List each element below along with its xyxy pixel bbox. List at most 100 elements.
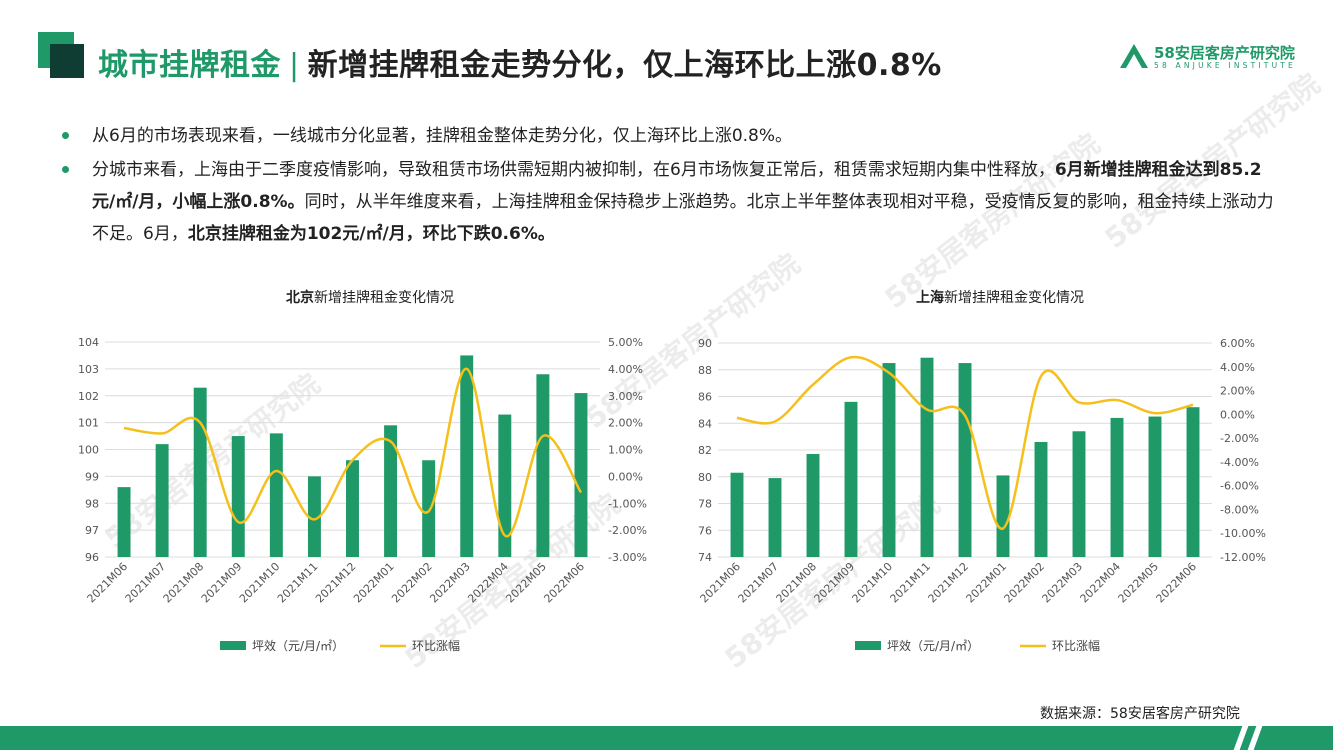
logo-text-en: 58 ANJUKE INSTITUTE [1154, 61, 1296, 70]
growth-line [123, 367, 583, 538]
legend-bar-label: 坪效（元/月/㎡） [887, 638, 979, 653]
bullet-item: 分城市来看，上海由于二季度疫情影响，导致租赁市场供需短期内被抑制，在6月市场恢复… [62, 154, 1282, 250]
bar [1072, 431, 1086, 557]
logo-text-cn: 58安居客房产研究院 [1154, 44, 1295, 62]
bar [806, 454, 820, 557]
y-right-tick-label: -3.00% [608, 551, 647, 564]
y-right-tick-label: 0.00% [608, 470, 643, 483]
chart-title-text: 新增挂牌租金变化情况 [944, 290, 1084, 306]
bullet-dot [62, 166, 69, 173]
y-left-tick-label: 104 [78, 336, 99, 349]
legend-line-label: 环比涨幅 [412, 638, 460, 653]
x-tick-label: 2021M09 [199, 560, 245, 606]
y-right-tick-label: 3.00% [608, 390, 643, 403]
bar [231, 436, 245, 557]
bar [498, 414, 512, 557]
legend-line-label: 环比涨幅 [1052, 638, 1100, 653]
growth-line [736, 355, 1194, 530]
x-tick-label: 2021M08 [774, 560, 820, 606]
x-tick-label: 2022M04 [465, 560, 511, 606]
corner-decoration-dark [50, 44, 84, 78]
data-source: 数据来源：58安居客房产研究院 [1040, 706, 1240, 722]
bar [996, 475, 1010, 557]
bullet-text: 从6月的市场表现来看，一线城市分化显著，挂牌租金整体走势分化，仅上海环比上涨0.… [92, 126, 793, 146]
y-right-tick-label: 4.00% [608, 363, 643, 376]
y-right-tick-label: -4.00% [1220, 456, 1259, 469]
bar [422, 460, 436, 557]
y-left-tick-label: 101 [78, 417, 99, 430]
bullet-highlight: 6月新增挂牌租金达到85.2元/㎡/月，小幅上涨0.8%。 [92, 160, 1262, 212]
x-tick-label: 2021M07 [123, 560, 169, 606]
y-right-tick-label: 6.00% [1220, 337, 1255, 350]
bar [346, 460, 359, 557]
y-left-tick-label: 97 [85, 524, 99, 537]
x-tick-label: 2021M11 [888, 560, 934, 606]
y-right-tick-label: 0.00% [1220, 408, 1255, 421]
bar [920, 357, 934, 557]
chart-title-text: 新增挂牌租金变化情况 [314, 290, 454, 306]
bar [768, 478, 782, 557]
y-right-tick-label: -2.00% [608, 524, 647, 537]
x-tick-label: 2021M07 [736, 560, 782, 606]
bullet-text: 同时，从半年维度来看，上海挂牌租金保持稳步上涨趋势。北京上半年整体表现相对平稳，… [92, 192, 1274, 244]
x-tick-label: 2022M01 [964, 560, 1010, 606]
beijing-rent-chart: 96 97 98 99 100 101 102 103 104 -3.00% -2.00% -1.00… [78, 336, 647, 653]
bar [155, 444, 169, 557]
bar [1034, 441, 1048, 557]
y-right-tick-label: -1.00% [608, 497, 647, 510]
bullet-highlight: 北京挂牌租金为102元/㎡/月，环比下跌0.6%。 [187, 224, 555, 244]
bar [460, 355, 474, 557]
y-left-tick-label: 99 [85, 470, 99, 483]
chart-title-city: 北京 [286, 290, 314, 306]
y-right-tick-label: -2.00% [1220, 432, 1259, 445]
x-tick-label: 2022M06 [541, 560, 587, 606]
bullet-dot [62, 132, 69, 139]
x-tick-label: 2021M11 [275, 560, 321, 606]
legend-bar-swatch [855, 641, 881, 650]
bar [730, 472, 744, 557]
footer-bar [0, 726, 1333, 750]
legend-bar-label: 坪效（元/月/㎡） [252, 638, 344, 653]
x-tick-label: 2022M05 [503, 560, 549, 606]
y-left-tick-label: 103 [78, 363, 99, 376]
y-left-tick-label: 82 [698, 444, 712, 457]
y-right-tick-label: 2.00% [608, 417, 643, 430]
y-right-tick-label: -12.00% [1220, 551, 1266, 564]
title-main: 城市挂牌租金 [98, 48, 281, 83]
bar [536, 374, 550, 557]
x-tick-label: 2021M10 [237, 560, 283, 606]
x-tick-label: 2022M04 [1078, 560, 1124, 606]
y-left-tick-label: 80 [698, 471, 712, 484]
bar [574, 393, 588, 557]
y-left-tick-label: 78 [698, 498, 712, 511]
bar [1186, 407, 1200, 557]
bar [1148, 416, 1162, 557]
x-tick-label: 2022M05 [1116, 560, 1162, 606]
y-right-tick-label: -8.00% [1220, 503, 1259, 516]
bullet-item: 从6月的市场表现来看，一线城市分化显著，挂牌租金整体走势分化，仅上海环比上涨0.… [62, 120, 1282, 152]
y-left-tick-label: 102 [78, 390, 99, 403]
x-tick-label: 2022M02 [1002, 560, 1048, 606]
x-tick-label: 2022M06 [1154, 560, 1200, 606]
chart-title-beijing: 北京新增挂牌租金变化情况 [230, 287, 510, 307]
bar [193, 387, 207, 557]
x-tick-label: 2021M09 [812, 560, 858, 606]
bar [844, 401, 858, 557]
y-left-tick-label: 100 [78, 444, 99, 457]
bar [384, 425, 398, 557]
logo: 58安居客房产研究院 58 ANJUKE INSTITUTE [1118, 42, 1308, 72]
bar [117, 487, 131, 557]
x-tick-label: 2022M02 [389, 560, 435, 606]
y-left-tick-label: 86 [698, 391, 712, 404]
y-left-tick-label: 76 [698, 524, 712, 537]
bar [307, 476, 321, 557]
y-left-tick-label: 74 [698, 551, 712, 564]
y-left-tick-label: 84 [698, 417, 712, 430]
bar [269, 433, 283, 557]
page-title: 城市挂牌租金 | 新增挂牌租金走势分化，仅上海环比上涨0.8% [98, 40, 942, 84]
y-right-tick-label: 4.00% [1220, 361, 1255, 374]
bar [1110, 417, 1124, 557]
x-tick-label: 2022M03 [1040, 560, 1086, 606]
legend-bar-swatch [220, 641, 246, 650]
x-tick-label: 2021M06 [698, 560, 744, 606]
